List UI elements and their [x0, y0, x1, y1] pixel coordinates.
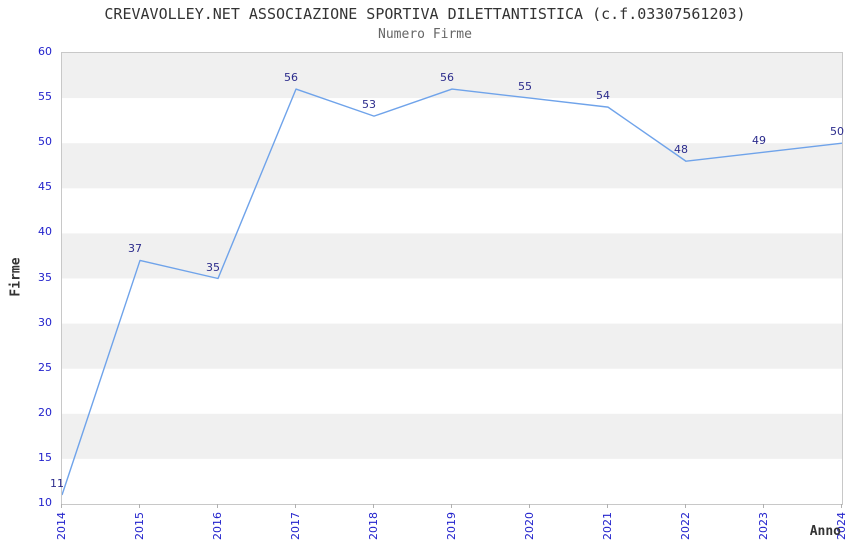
- y-tick-label: 30: [38, 315, 52, 329]
- line-chart-svg: [62, 53, 842, 496]
- y-tick-label: 25: [38, 360, 52, 374]
- grid-band: [62, 143, 842, 189]
- x-tick-mark: [217, 504, 218, 508]
- x-tick-mark: [841, 504, 842, 508]
- x-tick-mark: [529, 504, 530, 508]
- y-tick-label: 45: [38, 180, 52, 194]
- data-label: 54: [596, 89, 610, 103]
- data-label: 37: [128, 242, 142, 256]
- data-label: 56: [440, 71, 454, 85]
- x-axis-label: Anno: [809, 524, 841, 539]
- grid-band: [62, 413, 842, 459]
- x-tick-mark: [763, 504, 764, 508]
- x-tick-mark: [451, 504, 452, 508]
- y-tick-label: 40: [38, 225, 52, 239]
- line-series: [62, 88, 842, 496]
- data-label: 56: [284, 71, 298, 85]
- x-tick-mark: [607, 504, 608, 508]
- grid-band: [62, 53, 842, 99]
- data-label: 55: [518, 80, 532, 94]
- data-label: 50: [830, 125, 844, 139]
- y-tick-label: 20: [38, 405, 52, 419]
- y-tick-label: 35: [38, 270, 52, 284]
- x-tick-mark: [373, 504, 374, 508]
- data-label: 53: [362, 98, 376, 112]
- data-label: 11: [50, 476, 64, 490]
- x-tick-mark: [685, 504, 686, 508]
- y-tick-label: 10: [38, 496, 52, 509]
- data-label: 35: [206, 260, 220, 274]
- data-label: 48: [674, 143, 688, 157]
- chart-subtitle: Numero Firme: [378, 27, 472, 42]
- grid-band: [62, 323, 842, 369]
- y-tick-label: 50: [38, 135, 52, 149]
- x-tick-mark: [61, 504, 62, 508]
- plot-area: [61, 52, 843, 505]
- y-tick-label: 60: [38, 45, 52, 58]
- y-tick-label: 55: [38, 90, 52, 104]
- x-tick-mark: [295, 504, 296, 508]
- data-label: 49: [752, 134, 766, 148]
- y-tick-label: 15: [38, 450, 52, 464]
- grid-band: [62, 233, 842, 279]
- x-tick-mark: [139, 504, 140, 508]
- chart-title: CREVAVOLLEY.NET ASSOCIAZIONE SPORTIVA DI…: [104, 5, 746, 23]
